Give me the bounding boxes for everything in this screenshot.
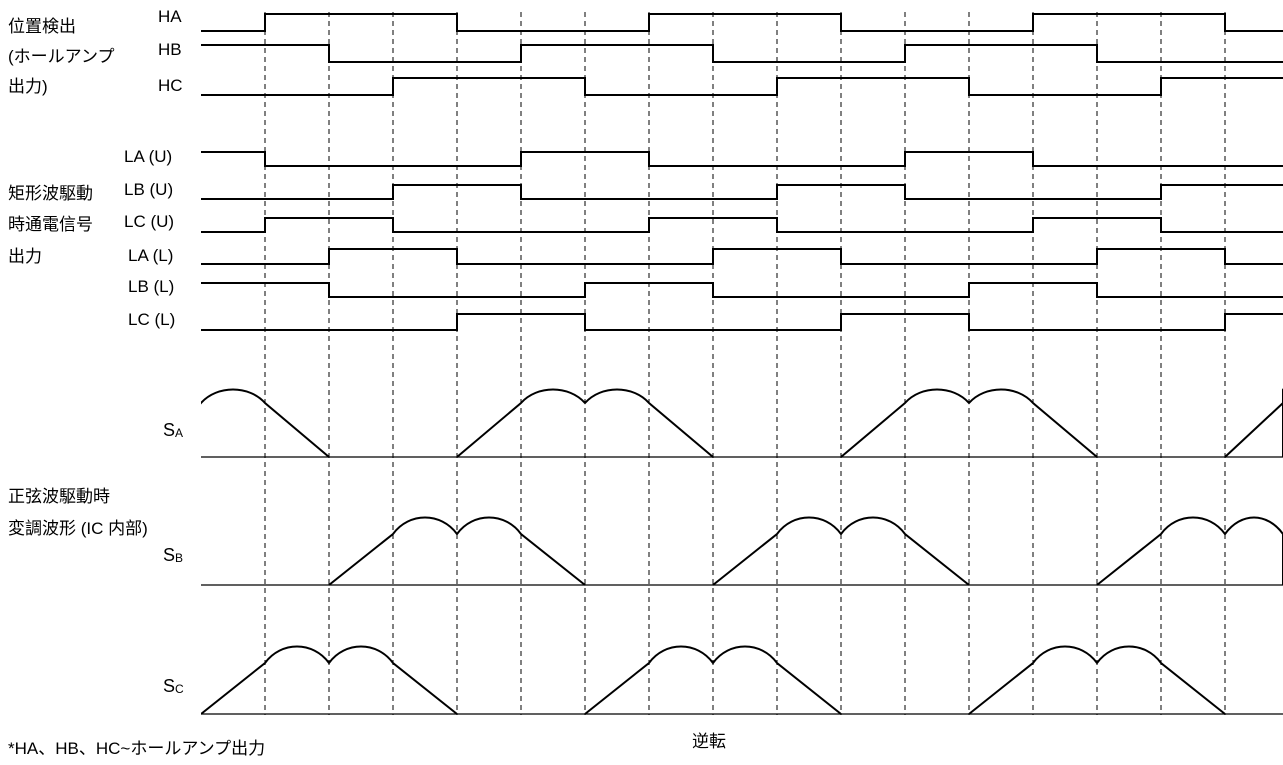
digital-trace-lcu <box>201 217 1283 233</box>
digital-trace-hc <box>201 77 1283 96</box>
digital-trace-lal <box>201 248 1283 265</box>
group-label-line: (ホールアンプ <box>8 47 114 66</box>
signal-label-la-l: LA (L) <box>128 246 173 265</box>
phase-guide-lines <box>264 12 1226 715</box>
digital-trace-lbl <box>201 282 1283 298</box>
digital-waveforms <box>201 13 1283 331</box>
signal-label-ha: HA <box>158 7 182 26</box>
digital-trace-lcl <box>201 313 1283 331</box>
group-label-square-drive: 矩形波駆動 時通電信号 出力 <box>8 184 93 266</box>
direction-label: 逆転 <box>692 732 726 751</box>
group-label-sine-drive: 正弦波駆動時 変調波形 (IC 内部) <box>8 487 148 538</box>
modulation-trace-sa <box>201 388 1283 458</box>
group-label-line: 出力) <box>8 77 48 96</box>
digital-trace-hb <box>201 44 1283 63</box>
signal-label-la-u: LA (U) <box>124 147 172 166</box>
group-label-line: 変調波形 (IC 内部) <box>8 519 148 538</box>
modulation-trace-sc <box>201 645 1226 715</box>
digital-trace-lau <box>201 151 1283 167</box>
signal-label-hc: HC <box>158 76 183 95</box>
signal-label-lc-u: LC (U) <box>124 212 174 231</box>
group-label-line: 位置検出 <box>8 17 76 36</box>
digital-trace-lbu <box>201 184 1283 200</box>
modulation-trace-sb <box>328 516 1283 586</box>
group-label-line: 時通電信号 <box>8 215 93 234</box>
wave-label-sb: SB <box>163 545 183 565</box>
group-label-line: 矩形波駆動 <box>8 184 93 203</box>
group-label-line: 出力 <box>8 247 42 266</box>
signal-label-hb: HB <box>158 40 182 59</box>
wave-label-sa: SA <box>163 420 183 440</box>
group-label-line: 正弦波駆動時 <box>8 487 110 506</box>
footnote: *HA、HB、HC~ホールアンプ出力 <box>8 739 265 758</box>
group-label-position-detect: 位置検出 (ホールアンプ 出力) <box>8 17 114 96</box>
modulation-waveforms <box>201 388 1283 715</box>
signal-label-lb-u: LB (U) <box>124 180 173 199</box>
digital-trace-ha <box>201 13 1283 32</box>
wave-label-sc: SC <box>163 676 184 696</box>
signal-label-lb-l: LB (L) <box>128 277 174 296</box>
signal-label-lc-l: LC (L) <box>128 310 175 329</box>
